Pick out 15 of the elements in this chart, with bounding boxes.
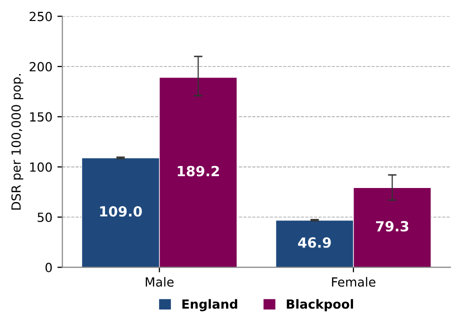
y-tick-label: 50 [38, 212, 52, 222]
legend-label: Blackpool [286, 299, 354, 312]
y-tick-label: 250 [30, 12, 52, 22]
y-tick-label: 200 [30, 62, 52, 72]
data-label: 79.3 [376, 221, 408, 232]
x-tick-label: Female [332, 277, 376, 287]
x-tick-label: Male [146, 277, 174, 287]
legend-label: England [182, 299, 238, 312]
data-label: 109.0 [100, 206, 142, 217]
data-label: 189.2 [178, 166, 219, 176]
data-label: 46.9 [298, 237, 331, 248]
y-tick-label: 0 [46, 262, 52, 272]
y-tick-label: 150 [30, 112, 52, 122]
y-tick-label: 100 [30, 162, 52, 172]
y-axis-title: DSR per 100,000 pop. [11, 74, 24, 210]
